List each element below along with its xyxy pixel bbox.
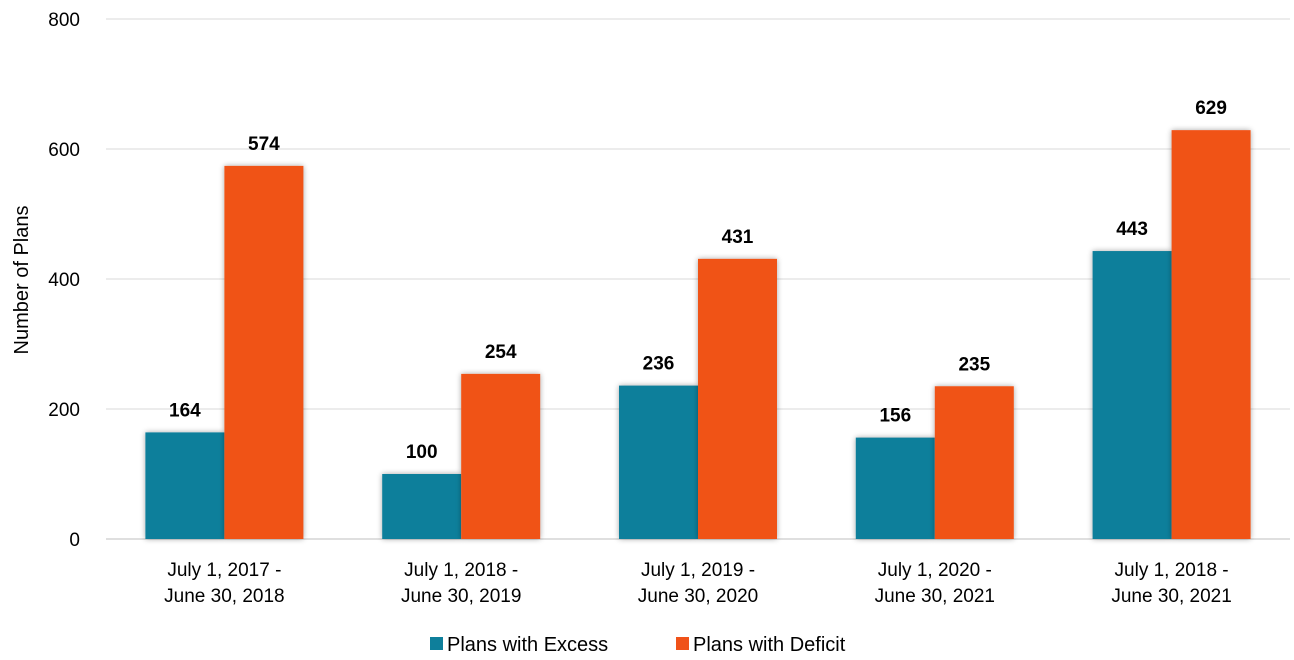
data-label: 443: [1116, 219, 1148, 240]
bars: [145, 130, 1251, 540]
bar-excess: [1092, 251, 1172, 540]
y-axis-label: Number of Plans: [11, 206, 33, 355]
x-tick-label: June 30, 2018: [164, 586, 284, 607]
bar-excess: [619, 385, 698, 539]
data-label: 574: [248, 134, 280, 155]
bar-deficit: [224, 165, 304, 539]
bar-deficit: [461, 373, 541, 539]
bar-excess: [855, 437, 935, 539]
legend-label: Plans with Deficit: [693, 634, 846, 656]
y-tick-label: 800: [48, 10, 80, 31]
data-label: 164: [169, 400, 201, 421]
legend-swatch: [430, 637, 443, 650]
x-tick-label: July 1, 2020 -: [878, 560, 992, 581]
x-tick-label: June 30, 2019: [401, 586, 521, 607]
bar-deficit: [1171, 130, 1251, 539]
data-label: 236: [643, 354, 675, 375]
bar-excess: [145, 432, 225, 539]
y-tick-label: 400: [48, 270, 80, 291]
legend-label: Plans with Excess: [447, 634, 608, 656]
legend-swatch: [676, 637, 689, 650]
legend: Plans with Excess Plans with Deficit: [430, 634, 846, 656]
data-label: 100: [406, 442, 438, 463]
x-tick-label: June 30, 2020: [638, 586, 758, 607]
bar-deficit: [934, 386, 1014, 539]
x-tick-label: July 1, 2018 -: [1115, 560, 1229, 581]
x-tick-label: July 1, 2017 -: [167, 560, 281, 581]
y-axis: 0 200 400 600 800: [48, 10, 80, 551]
bar-deficit: [698, 258, 777, 539]
data-label: 629: [1195, 98, 1227, 119]
x-tick-label: June 30, 2021: [875, 586, 995, 607]
data-label: 254: [485, 342, 517, 363]
data-label: 235: [958, 354, 990, 375]
x-tick-label: June 30, 2021: [1111, 586, 1231, 607]
data-label: 156: [879, 406, 911, 427]
y-tick-label: 600: [48, 140, 80, 161]
y-tick-label: 200: [48, 400, 80, 421]
y-tick-label: 0: [69, 530, 80, 551]
data-labels: 164 574 100 254 236 431 156 235 443 629: [169, 98, 1227, 463]
legend-item: Plans with Excess: [430, 634, 608, 656]
x-axis: July 1, 2017 - June 30, 2018 July 1, 2018 …: [164, 560, 1232, 607]
bar-excess: [382, 474, 462, 539]
data-label: 431: [722, 227, 754, 248]
x-tick-label: July 1, 2018 -: [404, 560, 518, 581]
x-tick-label: July 1, 2019 -: [641, 560, 755, 581]
legend-item: Plans with Deficit: [676, 634, 846, 656]
